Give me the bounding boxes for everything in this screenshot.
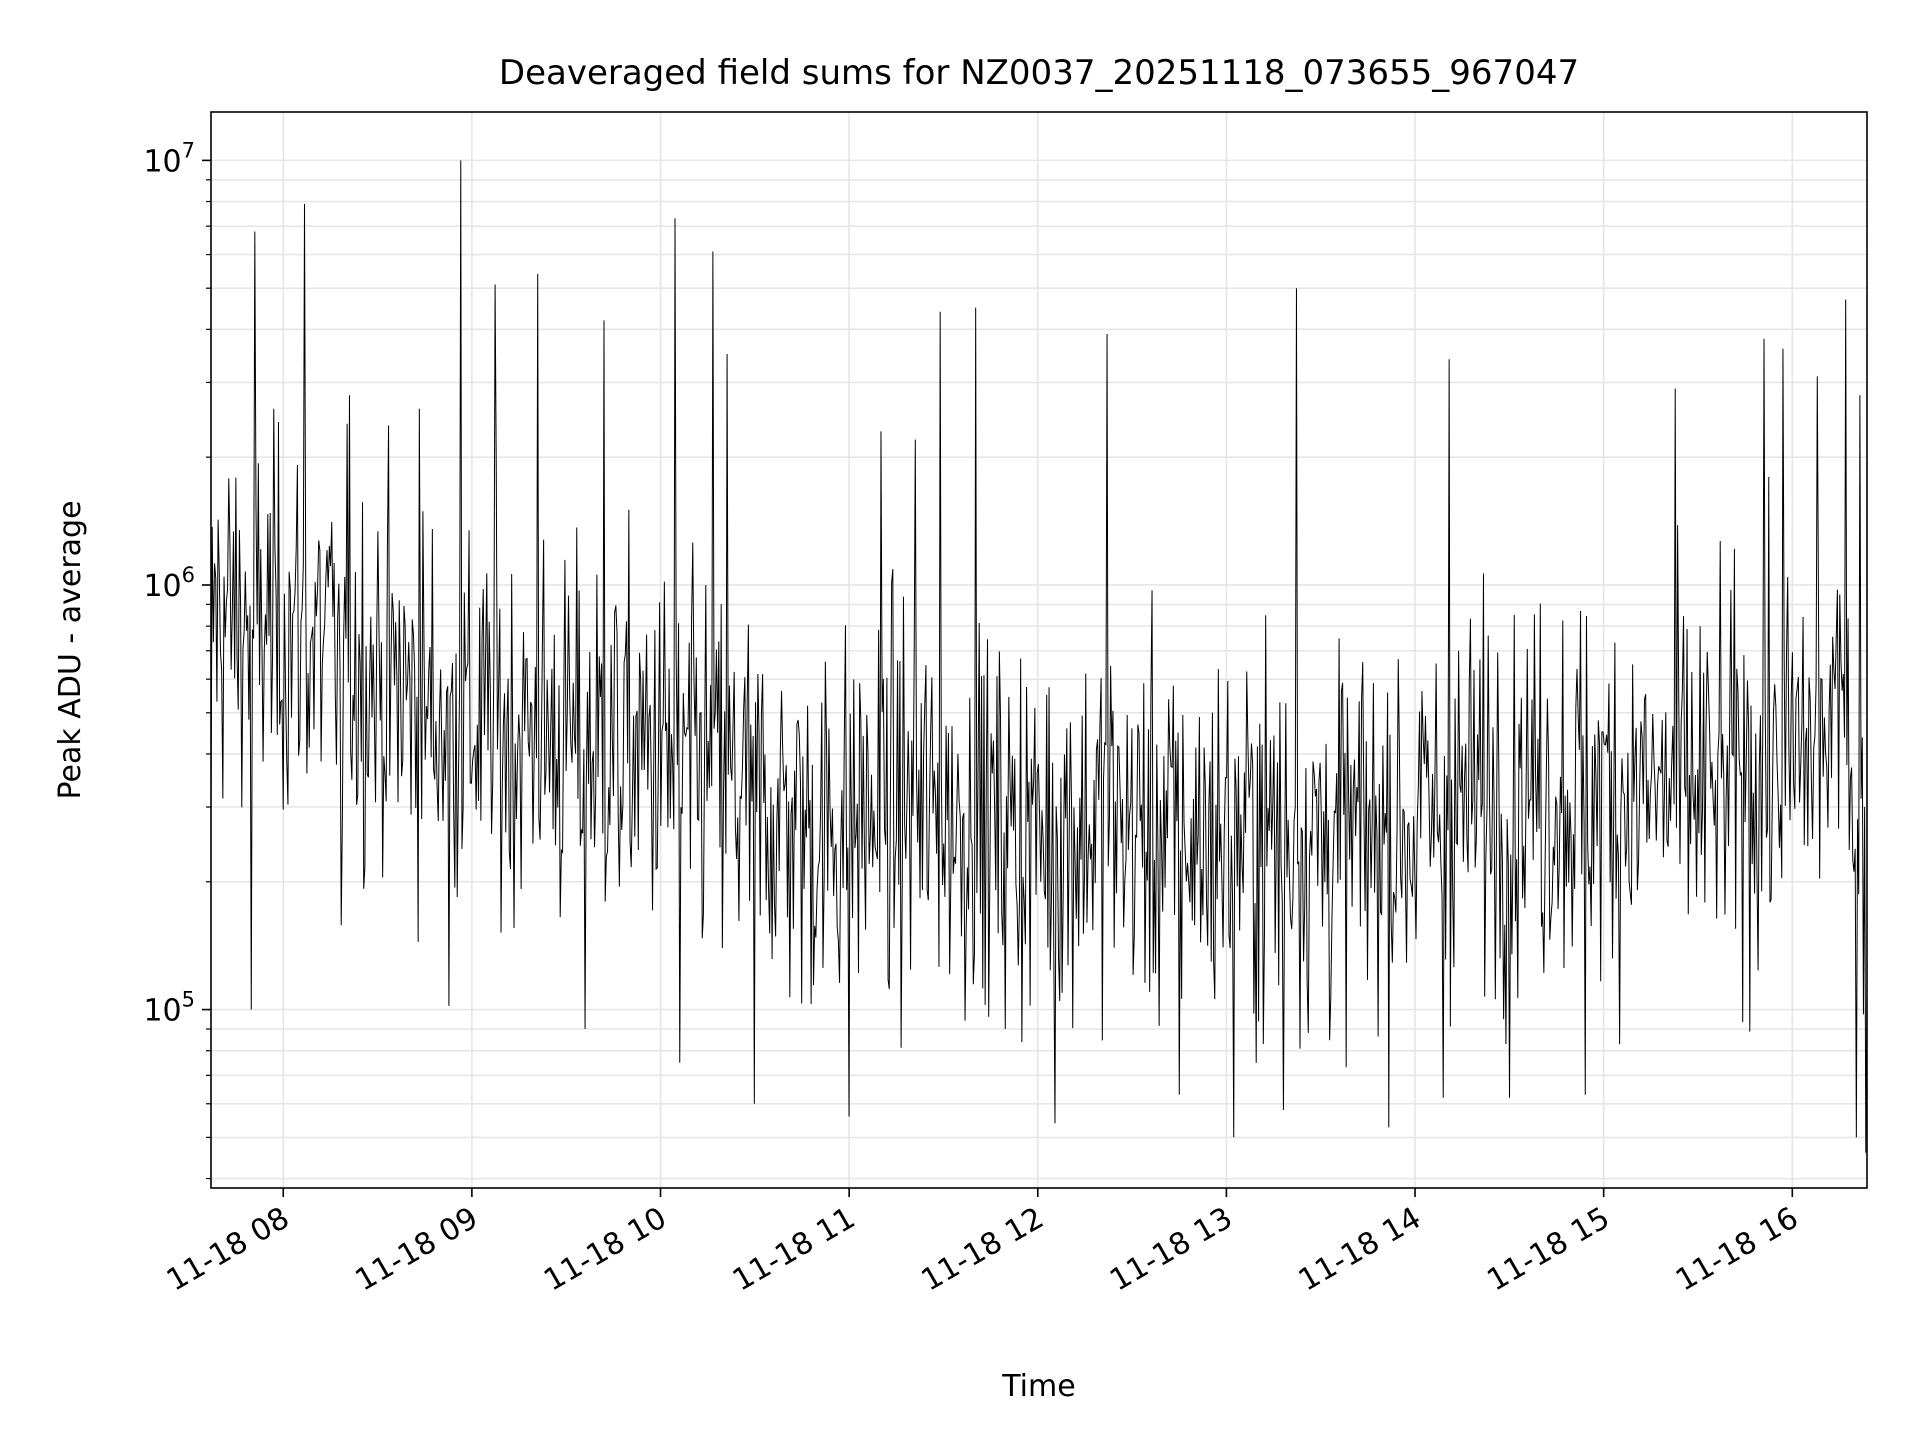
x-tick-label: 11-18 15 [1481, 1201, 1615, 1299]
y-axis: 105 106 107 [143, 138, 211, 1180]
x-tick-label: 11-18 11 [727, 1201, 861, 1299]
chart-title: Deaveraged field sums for NZ0037_2025111… [499, 53, 1579, 93]
data-series-line [211, 160, 1867, 1153]
x-tick-label: 11-18 13 [1104, 1201, 1238, 1299]
y-tick-label: 107 [143, 138, 195, 179]
y-tick-label: 105 [143, 988, 195, 1029]
y-tick-label: 106 [143, 563, 195, 604]
plot-frame [210, 111, 1868, 1189]
x-tick-label: 11-18 10 [538, 1201, 672, 1299]
plot-area [211, 160, 1867, 1153]
x-tick-label: 11-18 16 [1670, 1201, 1804, 1299]
y-axis-label: Peak ADU - average [53, 500, 88, 799]
x-tick-label: 11-18 14 [1293, 1201, 1427, 1299]
x-axis: 11-18 08 11-18 09 11-18 10 11-18 11 11-18 12… [161, 1188, 1804, 1298]
x-axis-label: Time [1001, 1369, 1075, 1404]
x-tick-label: 11-18 12 [915, 1201, 1049, 1299]
x-tick-label: 11-18 08 [161, 1201, 295, 1299]
x-tick-label: 11-18 09 [350, 1201, 484, 1299]
